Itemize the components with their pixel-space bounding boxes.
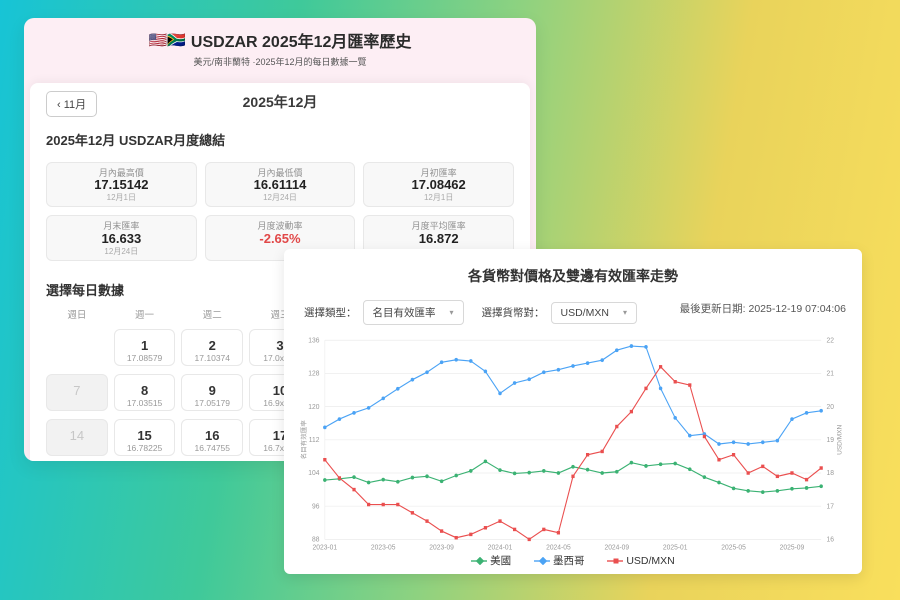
svg-text:19: 19 [827, 437, 835, 444]
svg-text:2025-01: 2025-01 [663, 544, 688, 551]
svg-text:128: 128 [308, 370, 319, 377]
svg-text:104: 104 [308, 470, 319, 477]
svg-text:2025-05: 2025-05 [721, 544, 746, 551]
svg-text:112: 112 [309, 437, 320, 444]
svg-text:88: 88 [312, 536, 320, 543]
svg-text:2024-05: 2024-05 [546, 544, 571, 551]
svg-text:136: 136 [308, 337, 319, 344]
svg-text:96: 96 [312, 503, 320, 510]
svg-text:2024-09: 2024-09 [604, 544, 629, 551]
svg-text:2023-05: 2023-05 [371, 544, 396, 551]
svg-text:2025-09: 2025-09 [780, 544, 805, 551]
svg-text:USD/MXN: USD/MXN [836, 424, 843, 455]
svg-text:18: 18 [827, 470, 835, 477]
svg-text:120: 120 [308, 404, 319, 411]
svg-text:17: 17 [827, 503, 835, 510]
svg-text:2023-01: 2023-01 [313, 544, 338, 551]
svg-text:22: 22 [827, 337, 835, 344]
svg-text:21: 21 [827, 370, 835, 377]
svg-text:20: 20 [827, 404, 835, 411]
svg-text:16: 16 [827, 536, 835, 543]
svg-text:2024-01: 2024-01 [488, 544, 513, 551]
svg-text:名目有效匯率: 名目有效匯率 [299, 420, 308, 459]
svg-text:2023-09: 2023-09 [429, 544, 454, 551]
